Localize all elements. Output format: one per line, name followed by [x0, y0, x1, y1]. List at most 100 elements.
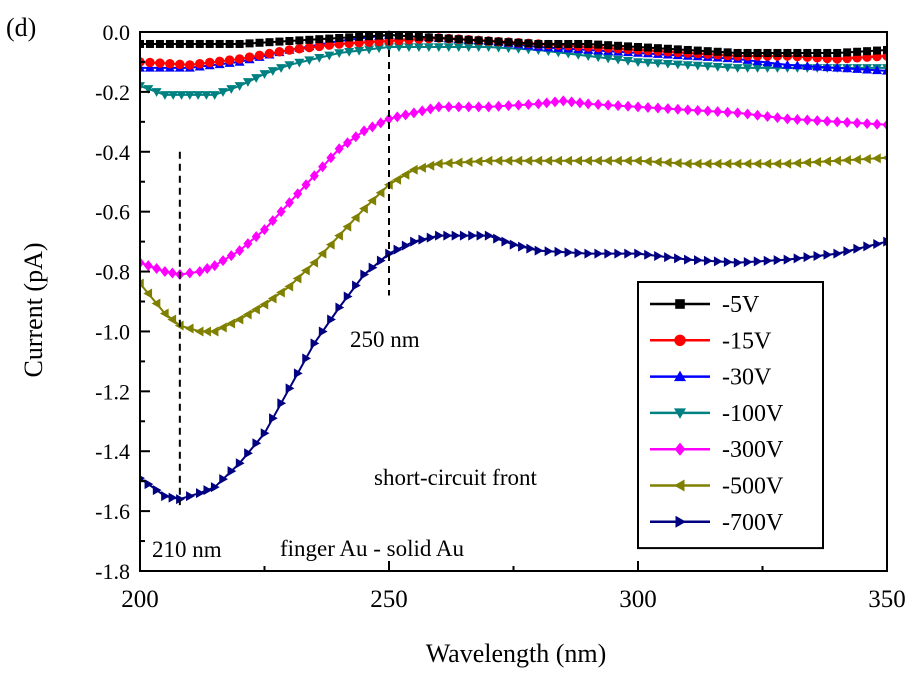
data-point: [773, 255, 783, 266]
data-point: [563, 155, 573, 166]
data-point: [683, 45, 692, 54]
data-point: [468, 230, 477, 241]
data-point: [294, 44, 305, 54]
data-point: [653, 44, 662, 53]
data-point: [564, 247, 574, 258]
data-point: [185, 60, 195, 70]
data-point: [584, 39, 593, 48]
data-point: [161, 491, 170, 502]
data-point: [194, 326, 204, 337]
data-point: [852, 64, 863, 73]
data-point: [772, 158, 782, 169]
data-point: [575, 97, 585, 109]
data-point: [143, 260, 153, 272]
data-point: [573, 155, 582, 166]
series: [140, 95, 887, 281]
data-point: [713, 47, 722, 56]
data-point: [301, 265, 310, 276]
data-point: [242, 78, 253, 87]
data-point: [682, 158, 692, 169]
data-point: [392, 174, 402, 185]
reference-label: 250 nm: [350, 327, 420, 352]
data-point: [712, 158, 722, 169]
data-point: [733, 257, 743, 268]
data-point: [752, 158, 762, 169]
data-point: [862, 153, 871, 164]
data-point: [254, 50, 265, 61]
data-point: [509, 239, 519, 250]
data-point: [762, 158, 772, 169]
data-point: [260, 224, 269, 236]
y-tick-label: -1.8: [95, 559, 130, 584]
data-point: [583, 155, 592, 166]
data-point: [473, 156, 483, 167]
series-line: [140, 99, 887, 276]
data-point: [344, 48, 355, 57]
series-group: [140, 29, 887, 505]
data-point: [435, 230, 444, 241]
data-point: [753, 48, 762, 57]
data-point: [463, 156, 473, 167]
data-point: [624, 248, 634, 259]
data-point: [524, 39, 533, 48]
data-point: [823, 249, 833, 260]
data-point: [325, 239, 335, 250]
data-point: [176, 91, 187, 100]
data-point: [558, 95, 568, 107]
data-point: [752, 56, 763, 66]
y-tick-label: -1.4: [95, 439, 130, 464]
data-point: [196, 488, 205, 499]
data-point: [534, 245, 544, 256]
data-point: [219, 474, 228, 485]
data-point: [276, 64, 287, 73]
data-point: [682, 61, 693, 70]
data-point: [773, 48, 782, 57]
data-point: [268, 215, 278, 227]
data-point: [652, 59, 663, 69]
data-point: [175, 59, 185, 70]
data-point: [604, 248, 614, 259]
y-tick-label: -0.8: [95, 260, 130, 285]
data-point: [167, 314, 177, 325]
data-point: [314, 41, 325, 52]
data-point: [326, 152, 336, 164]
data-point: [692, 61, 703, 71]
data-point: [354, 46, 365, 56]
data-point: [267, 293, 277, 304]
data-point: [414, 32, 423, 41]
y-tick-label: -0.4: [95, 140, 130, 165]
data-point: [364, 45, 375, 55]
data-point: [275, 37, 284, 46]
data-point: [251, 74, 262, 83]
data-point: [674, 479, 685, 492]
data-point: [210, 482, 220, 493]
data-point: [204, 57, 215, 68]
data-point: [501, 236, 511, 247]
data-point: [404, 32, 413, 41]
data-point: [763, 255, 773, 266]
data-point: [792, 60, 803, 70]
data-point: [675, 299, 685, 309]
data-point: [242, 309, 252, 320]
data-point: [852, 117, 862, 129]
data-point: [674, 408, 686, 419]
data-point: [417, 105, 427, 117]
legend: -5V -15V -30V -100V -300V -500V -700V: [637, 281, 824, 550]
data-point: [209, 91, 220, 100]
data-point: [762, 110, 772, 122]
data-point: [165, 39, 174, 48]
data-point: [842, 116, 852, 128]
data-point: [693, 46, 702, 55]
data-point: [753, 256, 763, 267]
data-point: [882, 154, 887, 161]
data-point: [782, 113, 792, 125]
data-point: [762, 64, 773, 73]
data-point: [593, 53, 604, 63]
data-point: [352, 280, 361, 291]
data-point: [642, 156, 652, 167]
data-point: [723, 48, 732, 57]
x-tick-label: 350: [868, 586, 906, 613]
data-point: [175, 39, 184, 48]
data-point: [722, 158, 732, 169]
data-point: [195, 39, 204, 48]
